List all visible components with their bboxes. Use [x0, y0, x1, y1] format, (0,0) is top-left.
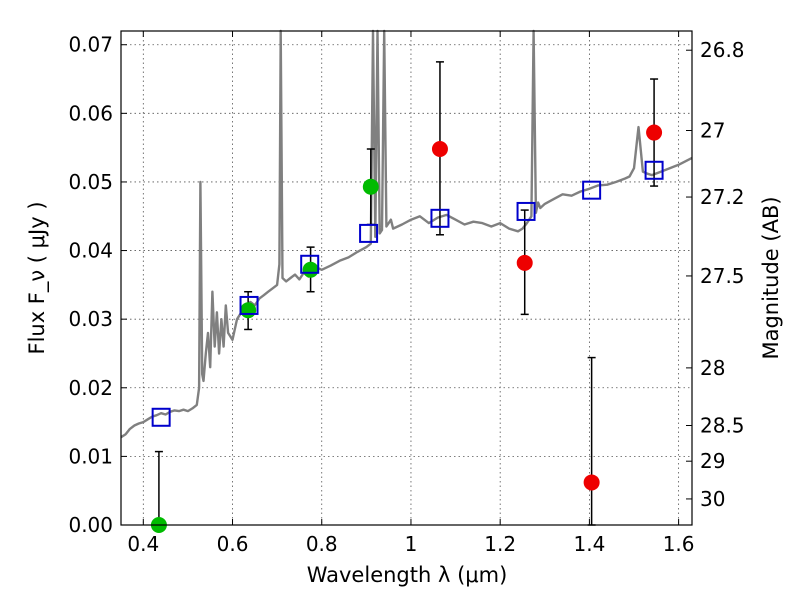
magnitude-tick-label: 28.5	[700, 414, 745, 438]
x-axis-label: Wavelength λ (μm)	[307, 563, 508, 587]
magnitude-tick-label: 28	[700, 356, 725, 380]
x-tick-label: 1.4	[573, 532, 605, 556]
magnitude-tick-label: 26.8	[700, 38, 745, 62]
data-point-green	[302, 261, 319, 278]
data-point-green	[362, 178, 379, 195]
y-tick-label: 0.01	[68, 444, 113, 468]
x-tick-label: 1.2	[484, 532, 516, 556]
errorbars	[154, 61, 659, 526]
model-square	[151, 407, 171, 427]
model-square	[644, 160, 664, 180]
model-square	[359, 223, 379, 243]
y-tick-label: 0.02	[68, 376, 113, 400]
data-points	[150, 124, 664, 533]
model-square	[516, 201, 536, 221]
data-point-red	[516, 254, 533, 271]
x-tick-label: 1.6	[663, 532, 695, 556]
plot-frame	[120, 30, 693, 526]
model-square	[582, 180, 602, 200]
data-point-green	[240, 302, 257, 319]
magnitude-tick-label: 27.2	[700, 185, 745, 209]
y-tick-label: 0.07	[68, 33, 113, 57]
right-axis-label: Magnitude (AB)	[759, 196, 783, 359]
y-tick-label: 0.04	[68, 239, 113, 263]
y-axis-label: Flux F_ν ( μJy )	[25, 201, 50, 354]
model-square	[300, 254, 320, 274]
magnitude-tick-label: 30	[700, 487, 725, 511]
y-tick-label: 0.05	[68, 170, 113, 194]
x-axis-ticks: 0.4 0.6 0.8 1 1.2 1.4 1.6	[127, 31, 695, 556]
x-tick-label: 0.4	[127, 532, 159, 556]
magnitude-axis-ticks: 26.8 27 27.2 27.5 28 28.5 29 30	[686, 38, 745, 511]
data-point-red	[646, 124, 663, 141]
y-axis-ticks: 0.00 0.01 0.02 0.03 0.04 0.05 0.06 0.07	[68, 33, 127, 537]
magnitude-tick-label: 29	[700, 449, 725, 473]
y-tick-label: 0.00	[68, 513, 113, 537]
data-point-red	[583, 474, 600, 491]
spectrum-line	[120, 29, 693, 439]
x-tick-label: 0.8	[306, 532, 338, 556]
x-tick-label: 1	[405, 532, 418, 556]
y-tick-label: 0.03	[68, 307, 113, 331]
data-point-red	[431, 141, 448, 158]
magnitude-tick-label: 27.5	[700, 264, 745, 288]
grid	[121, 31, 692, 526]
y-tick-label: 0.06	[68, 101, 113, 125]
model-square	[430, 208, 450, 228]
model-square	[239, 295, 259, 315]
magnitude-tick-label: 27	[700, 118, 725, 142]
spectrum-series	[120, 29, 693, 439]
x-tick-label: 0.6	[217, 532, 249, 556]
